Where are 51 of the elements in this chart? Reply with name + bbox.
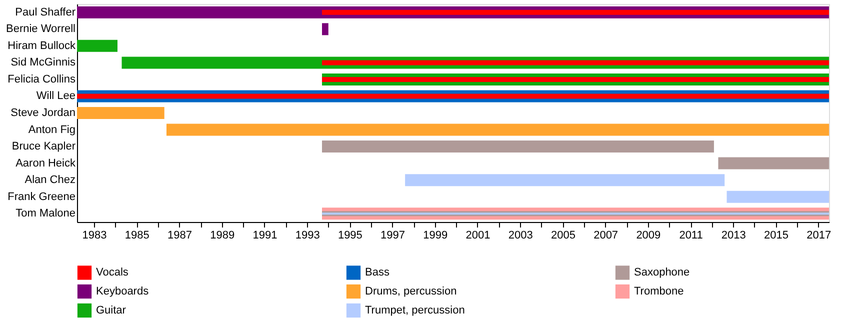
bar [77, 94, 829, 99]
legend-label: Bass [365, 266, 390, 279]
x-tick-label: 2013 [721, 230, 746, 242]
y-tick-label: Paul Shaffer [15, 6, 76, 18]
legend-label: Vocals [96, 266, 129, 279]
bar [322, 23, 328, 36]
y-tick-label: Will Lee [36, 90, 76, 102]
x-tick-label: 1989 [210, 230, 235, 242]
y-tick-label: Frank Greene [8, 190, 76, 203]
y-tick-label: Alan Chez [24, 174, 76, 186]
bar [322, 60, 829, 66]
x-tick-label: 2009 [636, 230, 661, 242]
legend-label: Guitar [96, 304, 126, 316]
x-tick-label: 2011 [679, 230, 703, 242]
x-tick-label: 1999 [423, 230, 448, 242]
legend-label: Keyboards [96, 286, 150, 298]
y-tick-label: Anton Fig [28, 124, 76, 136]
y-tick-label: Hiram Bullock [8, 40, 76, 52]
x-tick-label: 2005 [550, 230, 576, 242]
y-tick-label: Sid McGinnis [10, 56, 76, 69]
bar [322, 140, 714, 153]
bar [726, 190, 829, 203]
legend-label: Trombone [634, 286, 684, 298]
y-tick-label: Felicia Collins [8, 73, 76, 86]
y-tick-label: Bruce Kapler [12, 140, 76, 153]
bar [322, 76, 829, 82]
x-tick-label: 2007 [594, 230, 618, 242]
x-tick-label: 1983 [82, 230, 107, 242]
x-tick-label: 1987 [168, 230, 192, 242]
y-tick-label: Aaron Heick [16, 157, 76, 170]
x-tick-label: 1985 [124, 230, 150, 242]
x-tick-label: 1991 [252, 230, 278, 242]
bar [166, 124, 829, 136]
legend-label: Drums, percussion [365, 286, 457, 298]
bar [718, 157, 829, 170]
legend-label: Saxophone [634, 266, 690, 279]
legend-label: Trumpet, percussion [365, 304, 465, 316]
x-tick-label: 2001 [466, 230, 490, 242]
y-tick-label: Tom Malone [16, 208, 76, 220]
y-tick-label: Bernie Worrell [6, 23, 76, 36]
bar [405, 174, 725, 186]
x-tick-label: 1993 [295, 230, 320, 242]
x-tick-label: 2017 [806, 230, 832, 242]
x-tick-label: 1995 [338, 230, 362, 242]
bar [77, 40, 118, 52]
bar [77, 107, 164, 119]
x-tick-label: 1997 [380, 230, 406, 242]
x-tick-label: 2003 [508, 230, 533, 242]
x-tick-label: 2015 [764, 230, 788, 242]
bar [322, 10, 829, 15]
y-tick-label: Steve Jordan [10, 107, 76, 119]
